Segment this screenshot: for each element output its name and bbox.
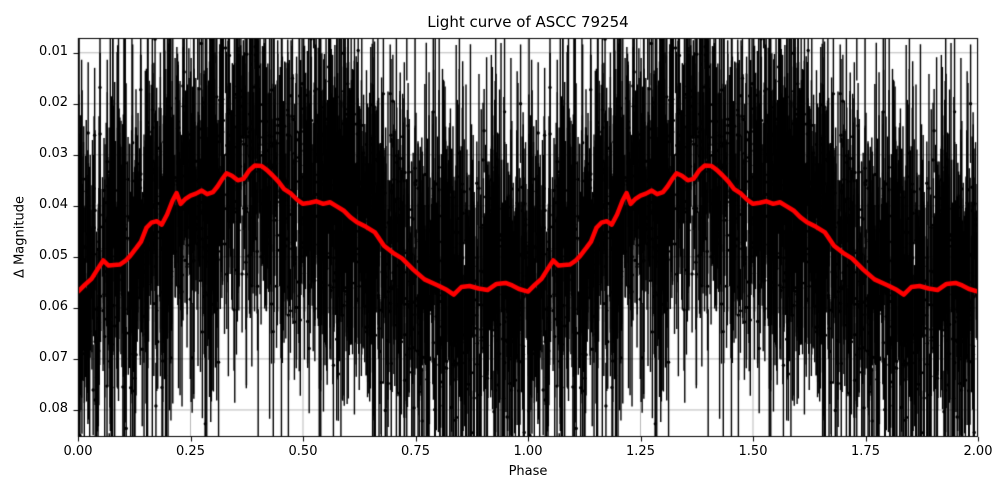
y-tick-label: 0.06 (39, 298, 68, 314)
x-tick-label: 0.50 (288, 444, 318, 459)
x-axis-label: Phase (508, 464, 548, 479)
y-tick-label: 0.03 (39, 145, 68, 161)
y-tick-label: 0.02 (39, 94, 68, 110)
x-tick-label: 2.00 (963, 444, 993, 459)
x-tick-label: 1.00 (513, 444, 543, 459)
x-tick-label: 1.25 (626, 444, 655, 459)
x-tick-label: 0.75 (401, 444, 430, 459)
x-tick-label: 1.75 (851, 444, 880, 459)
x-tick-label: 1.50 (738, 444, 768, 459)
y-tick-label: 0.08 (39, 400, 68, 416)
y-tick-label: 0.01 (39, 43, 68, 59)
x-tick-label: 0.25 (176, 444, 205, 459)
x-tick-label: 0.00 (63, 444, 93, 459)
y-tick-label: 0.07 (39, 349, 68, 365)
y-tick-label: 0.04 (39, 196, 68, 212)
y-tick-label: 0.05 (39, 247, 68, 263)
chart-title: Light curve of ASCC 79254 (427, 13, 629, 31)
